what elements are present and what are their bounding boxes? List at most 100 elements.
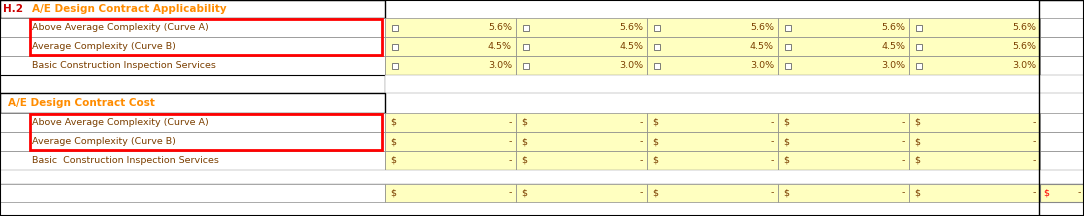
Bar xyxy=(1038,0,1084,216)
Text: -: - xyxy=(640,118,643,127)
Text: $: $ xyxy=(914,137,920,146)
Text: 3.0%: 3.0% xyxy=(881,61,905,70)
Text: $: $ xyxy=(390,189,396,197)
Text: $: $ xyxy=(1043,189,1049,197)
Bar xyxy=(785,43,791,49)
Bar xyxy=(778,18,909,37)
Text: 4.5%: 4.5% xyxy=(619,42,643,51)
Bar xyxy=(909,132,1040,151)
Text: -: - xyxy=(508,189,512,197)
Bar xyxy=(0,18,385,37)
Bar xyxy=(916,62,922,68)
Text: -: - xyxy=(771,156,774,165)
Text: $: $ xyxy=(783,156,789,165)
Text: Basic  Construction Inspection Services: Basic Construction Inspection Services xyxy=(33,156,219,165)
Text: Above Average Complexity (Curve A): Above Average Complexity (Curve A) xyxy=(33,118,209,127)
Bar xyxy=(516,18,647,37)
Text: -: - xyxy=(1033,156,1036,165)
Text: 4.5%: 4.5% xyxy=(488,42,512,51)
Text: 5.6%: 5.6% xyxy=(488,23,512,32)
Text: 5.6%: 5.6% xyxy=(750,23,774,32)
Text: H.2: H.2 xyxy=(3,4,23,14)
Bar xyxy=(909,18,1040,37)
Text: -: - xyxy=(508,118,512,127)
Text: Basic Construction Inspection Services: Basic Construction Inspection Services xyxy=(33,61,216,70)
Text: -: - xyxy=(1077,189,1081,197)
Bar xyxy=(392,43,398,49)
Bar xyxy=(909,184,1040,202)
Bar xyxy=(778,113,909,132)
Bar xyxy=(654,62,660,68)
Text: 3.0%: 3.0% xyxy=(619,61,643,70)
Bar xyxy=(654,24,660,30)
Text: $: $ xyxy=(651,156,658,165)
Bar xyxy=(647,184,778,202)
Text: -: - xyxy=(902,189,905,197)
Bar xyxy=(785,24,791,30)
Bar xyxy=(385,75,1084,93)
Bar xyxy=(647,151,778,170)
Bar xyxy=(1040,56,1084,75)
Bar xyxy=(385,37,516,56)
Text: $: $ xyxy=(651,118,658,127)
Text: -: - xyxy=(1033,189,1036,197)
Text: $: $ xyxy=(521,156,527,165)
Bar xyxy=(909,56,1040,75)
Bar xyxy=(30,19,382,55)
Bar xyxy=(909,113,1040,132)
Text: -: - xyxy=(640,189,643,197)
Text: 3.0%: 3.0% xyxy=(1011,61,1036,70)
Bar xyxy=(516,37,647,56)
Text: -: - xyxy=(640,137,643,146)
Bar xyxy=(1040,18,1084,37)
Bar xyxy=(785,62,791,68)
Bar xyxy=(1040,37,1084,56)
Bar xyxy=(1040,151,1084,170)
Text: A/E Design Contract Cost: A/E Design Contract Cost xyxy=(8,98,155,108)
Text: 4.5%: 4.5% xyxy=(881,42,905,51)
Bar xyxy=(522,24,529,30)
Bar xyxy=(385,113,516,132)
Text: $: $ xyxy=(914,189,920,197)
Bar xyxy=(1040,132,1084,151)
Bar xyxy=(778,56,909,75)
Text: $: $ xyxy=(783,189,789,197)
Bar xyxy=(647,37,778,56)
Bar xyxy=(909,151,1040,170)
Text: $: $ xyxy=(651,189,658,197)
Text: $: $ xyxy=(914,118,920,127)
Bar xyxy=(0,170,1084,184)
Bar xyxy=(647,56,778,75)
Text: -: - xyxy=(771,189,774,197)
Bar xyxy=(778,132,909,151)
Bar xyxy=(385,132,516,151)
Bar xyxy=(1040,184,1084,202)
Text: $: $ xyxy=(783,118,789,127)
Bar xyxy=(0,184,385,202)
Text: 3.0%: 3.0% xyxy=(750,61,774,70)
Text: Average Complexity (Curve B): Average Complexity (Curve B) xyxy=(33,137,176,146)
Bar xyxy=(30,114,382,150)
Text: 3.0%: 3.0% xyxy=(488,61,512,70)
Bar xyxy=(916,43,922,49)
Bar xyxy=(0,37,385,56)
Bar xyxy=(0,132,385,151)
Text: $: $ xyxy=(521,118,527,127)
Text: $: $ xyxy=(521,137,527,146)
Bar xyxy=(909,37,1040,56)
Text: -: - xyxy=(771,137,774,146)
Bar xyxy=(647,113,778,132)
Text: $: $ xyxy=(521,189,527,197)
Bar xyxy=(516,113,647,132)
Text: 5.6%: 5.6% xyxy=(1012,42,1036,51)
Bar xyxy=(0,56,385,75)
Text: -: - xyxy=(1033,118,1036,127)
Bar xyxy=(0,0,385,18)
Text: 5.6%: 5.6% xyxy=(619,23,643,32)
Text: -: - xyxy=(508,156,512,165)
Text: -: - xyxy=(902,156,905,165)
Bar xyxy=(654,43,660,49)
Text: A/E Design Contract Applicability: A/E Design Contract Applicability xyxy=(33,4,227,14)
Bar xyxy=(0,75,385,93)
Text: $: $ xyxy=(390,118,396,127)
